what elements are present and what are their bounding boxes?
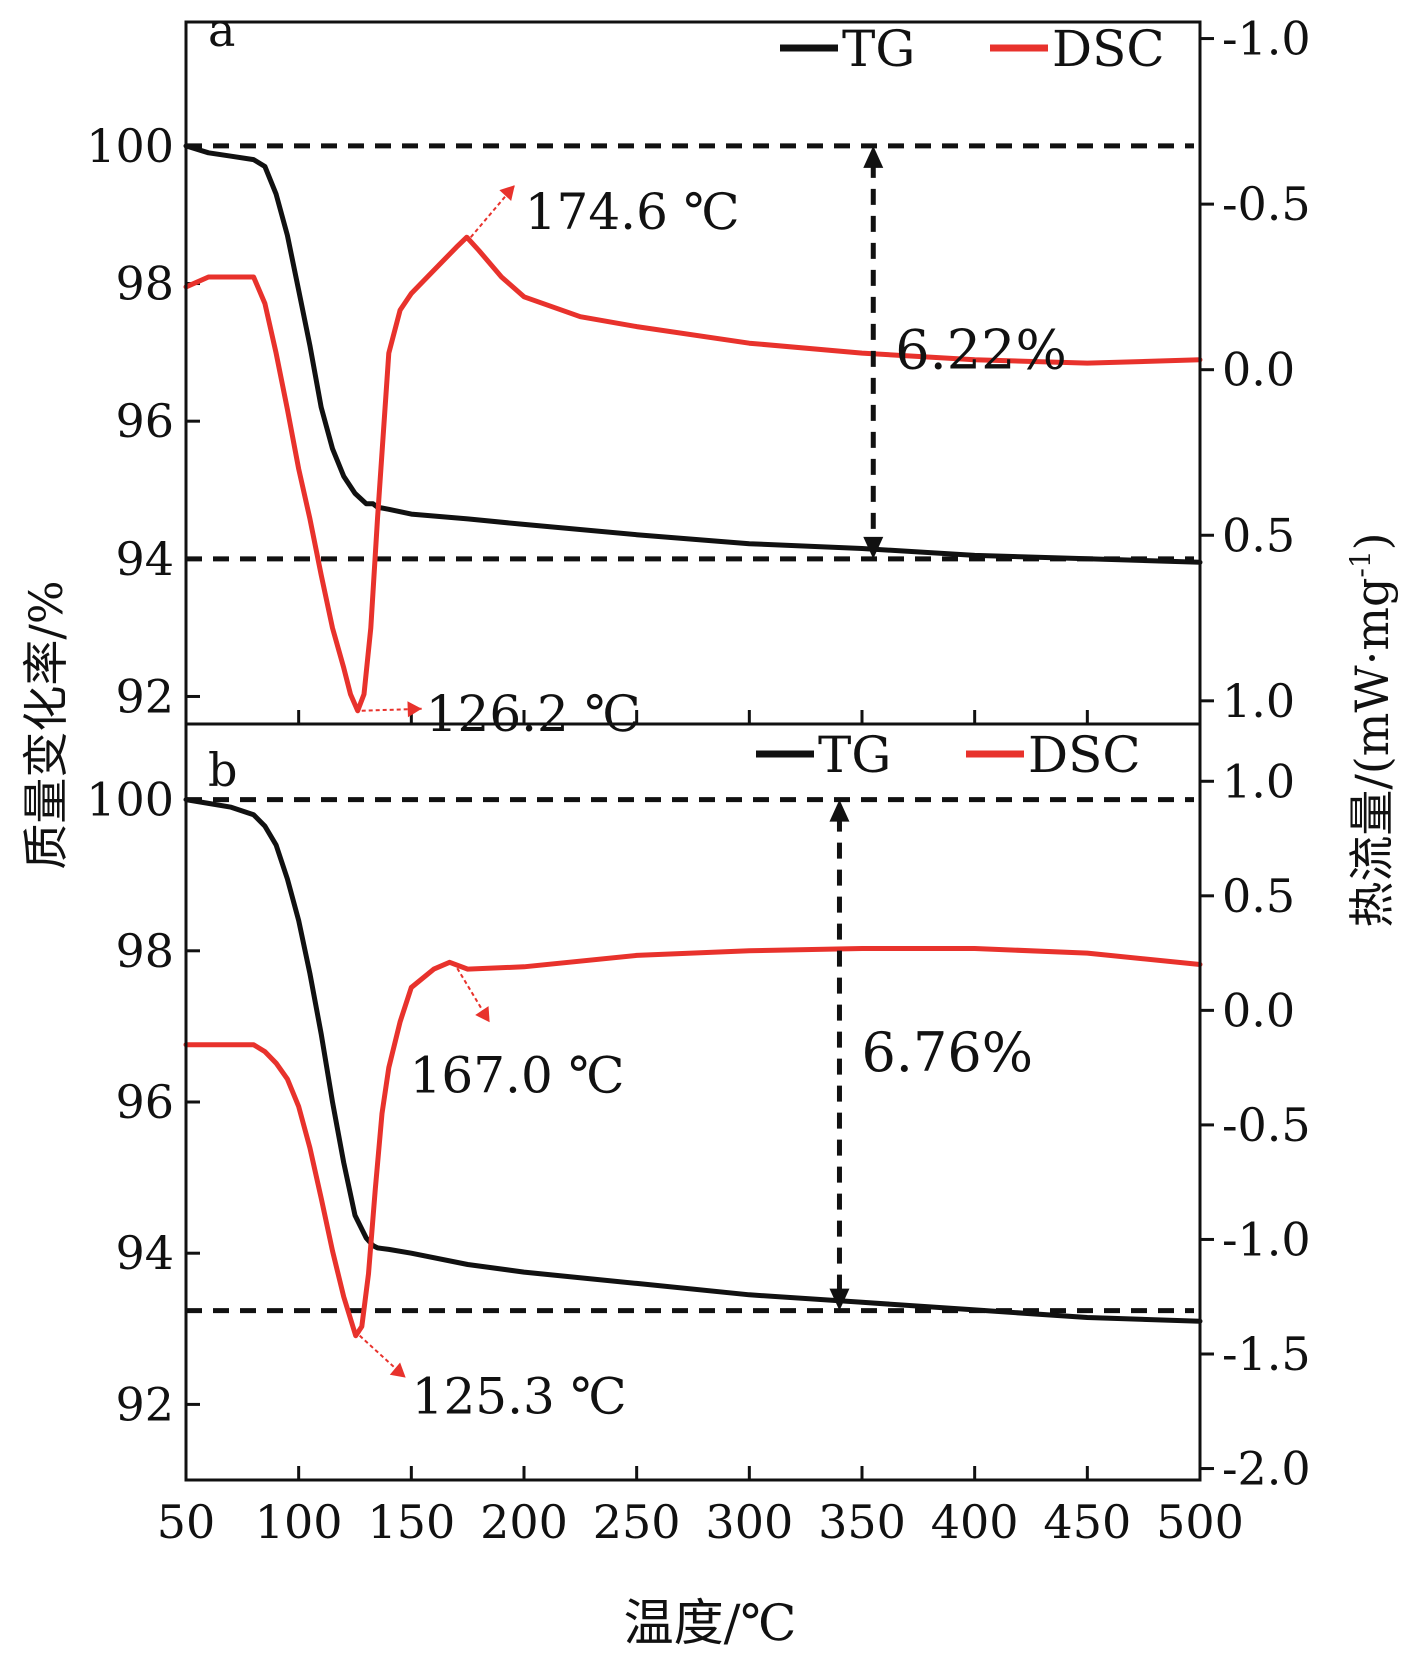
annotation-arrowhead (407, 701, 422, 718)
y-tick-label: 98 (115, 924, 174, 978)
y2-tick-label: -2.0 (1222, 1442, 1311, 1496)
x-tick-label: 250 (593, 1495, 681, 1549)
x-tick-label: 300 (705, 1495, 793, 1549)
series-dsc-line (183, 234, 1203, 714)
y-right-axis-label: 热流量/(mW·mg-1) (1344, 532, 1399, 927)
y2-tick-label: 1.0 (1222, 674, 1295, 728)
mass-loss-arrowhead-down (829, 1288, 850, 1311)
y2-tick-label: 0.0 (1222, 983, 1295, 1037)
axes-frame (184, 20, 1202, 1482)
y-tick-label: 100 (86, 773, 174, 827)
y-right-axis-label-sup: -1 (1344, 550, 1377, 577)
annotation-arrowhead (475, 1006, 490, 1023)
y-tick-label: 94 (115, 532, 174, 586)
legend-label-tg: TG (842, 20, 915, 78)
panel-label-a: a (208, 3, 235, 57)
y-tick-label: 92 (115, 669, 174, 723)
mass-loss-arrowhead-up (829, 799, 850, 822)
x-tick-label: 450 (1043, 1495, 1131, 1549)
y-tick-label: 98 (115, 257, 174, 311)
mass-loss-arrowhead-up (863, 145, 884, 168)
y2-tick-label: -1.0 (1222, 12, 1311, 66)
y-tick-label: 96 (115, 394, 174, 448)
y-tick-label: 94 (115, 1226, 174, 1280)
series-tg-line (183, 797, 1203, 1324)
mass-loss-label: 6.76% (861, 1021, 1033, 1084)
legend-label-dsc: DSC (1052, 20, 1165, 78)
annotation-peak-label: 125.3 ℃ (412, 1368, 627, 1426)
y2-tick-label: 0.5 (1222, 869, 1295, 923)
x-tick-label: 200 (480, 1495, 568, 1549)
y2-tick-label: 1.0 (1222, 754, 1295, 808)
annotation-arrowhead (389, 1362, 406, 1378)
panel-label-b: b (208, 743, 237, 797)
panel-a: a 92 94 96 98 100 -1.0 -0.5 0.0 0.5 1.0 TG DSC 174.6 … (86, 3, 1311, 743)
x-tick-label: 100 (255, 1495, 343, 1549)
x-tick-label: 50 (157, 1495, 216, 1549)
legend-label-tg: TG (818, 726, 891, 784)
y2-tick-label: -0.5 (1222, 177, 1311, 231)
series-tg-line (183, 143, 1203, 565)
mass-loss-label: 6.22% (895, 318, 1067, 381)
x-tick-label: 350 (818, 1495, 906, 1549)
mass-loss-arrowhead-down (863, 536, 884, 559)
x-axis-label: 温度/℃ (624, 1594, 797, 1652)
legend-label-dsc: DSC (1028, 726, 1141, 784)
annotation-arrowhead (499, 185, 515, 201)
x-tick-label: 500 (1156, 1495, 1244, 1549)
y-right-axis-label-main: 热流量/(mW·mg (1345, 578, 1399, 928)
y-left-axis-label: 质量变化率/% (19, 580, 73, 869)
y2-tick-label: 0.0 (1222, 343, 1295, 397)
series-dsc-line (183, 946, 1203, 1339)
y2-tick-label: -0.5 (1222, 1098, 1311, 1152)
annotation-peak-label: 167.0 ℃ (410, 1046, 625, 1104)
plot-frame (184, 20, 1202, 1482)
y-tick-label: 100 (86, 119, 174, 173)
x-tick-label: 400 (931, 1495, 1019, 1549)
y-right-axis-label-close: ) (1345, 532, 1399, 550)
y-tick-label: 96 (115, 1075, 174, 1129)
y2-tick-label: -1.5 (1222, 1327, 1311, 1381)
y2-tick-label: 0.5 (1222, 508, 1295, 562)
y2-tick-label: -1.0 (1222, 1212, 1311, 1266)
panel-b: b 50 100 150 200 250 300 350 400 450 500 92 94 96 98 10… (86, 726, 1311, 1549)
annotation-peak-label: 174.6 ℃ (525, 183, 740, 241)
x-tick-label: 150 (367, 1495, 455, 1549)
y-tick-label: 92 (115, 1377, 174, 1431)
annotation-peak-label: 126.2 ℃ (426, 685, 641, 743)
